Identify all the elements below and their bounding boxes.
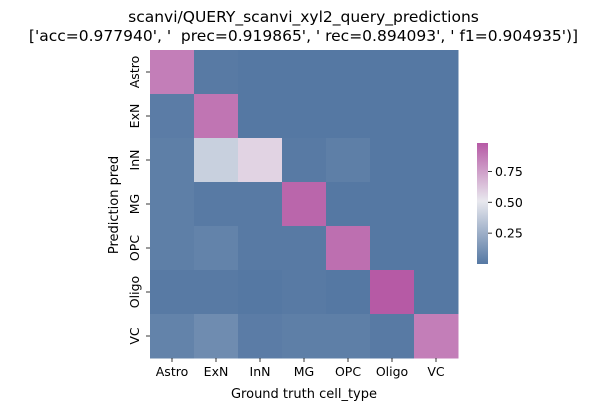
heatmap-cell [238,50,283,95]
heatmap-cells [150,50,459,359]
heatmap-cell [414,314,459,359]
heatmap-cell [150,314,195,359]
heatmap-cell [326,94,371,139]
y-tick-label: Astro [127,56,142,88]
heatmap-cell [150,50,195,95]
heatmap-cell [150,182,195,227]
colorbar-ticks: 0.25 0.50 0.75 [488,164,523,241]
heatmap-cell [150,138,195,183]
y-axis-ticks: Astro ExN InN MG OPC Oligo VC [127,56,150,345]
heatmap-cell [238,138,283,183]
heatmap-cell [326,270,371,315]
x-tick-label: OPC [335,364,361,379]
chart-title: scanvi/QUERY_scanvi_xyl2_query_predictio… [128,8,479,26]
x-tick-label: InN [250,364,271,379]
y-tick-label: OPC [127,235,142,261]
heatmap-cell [370,182,415,227]
heatmap-cell [414,50,459,95]
y-tick-label: MG [127,194,142,214]
x-tick-label: MG [294,364,314,379]
heatmap-cell [414,226,459,271]
heatmap-cell [194,226,239,271]
heatmap-cell [150,270,195,315]
heatmap-cell [326,226,371,271]
heatmap-cell [326,50,371,95]
heatmap-cell [282,94,327,139]
heatmap-cell [370,50,415,95]
y-tick-label: InN [127,150,142,171]
colorbar-tick-label: 0.25 [495,226,523,241]
x-tick-label: Astro [156,364,188,379]
heatmap-cell [194,182,239,227]
heatmap-cell [370,138,415,183]
heatmap-cell [150,94,195,139]
heatmap-cell [282,182,327,227]
colorbar-tick-label: 0.50 [495,195,523,210]
y-axis-label: Prediction pred [107,156,122,254]
heatmap-cell [150,226,195,271]
heatmap-cell [370,314,415,359]
heatmap-cell [194,138,239,183]
heatmap-cell [194,94,239,139]
heatmap-cell [414,138,459,183]
x-tick-label: Oligo [376,364,408,379]
y-tick-label: ExN [127,104,142,129]
colorbar [477,143,488,264]
heatmap-cell [282,226,327,271]
heatmap-cell [370,226,415,271]
heatmap-cell [326,138,371,183]
colorbar-tick-label: 0.75 [495,164,523,179]
heatmap-cell [238,182,283,227]
x-axis-ticks: Astro ExN InN MG OPC Oligo VC [156,358,445,379]
x-axis-label: Ground truth cell_type [231,387,377,402]
heatmap-cell [414,182,459,227]
y-tick-label: Oligo [127,276,142,308]
heatmap-cell [238,314,283,359]
heatmap-cell [326,314,371,359]
heatmap-cell [326,182,371,227]
heatmap-cell [194,314,239,359]
heatmap-cell [282,138,327,183]
heatmap-cell [414,270,459,315]
heatmap-cell [238,226,283,271]
heatmap-cell [194,50,239,95]
heatmap-cell [238,270,283,315]
heatmap-cell [282,50,327,95]
heatmap-cell [282,314,327,359]
heatmap-cell [194,270,239,315]
x-tick-label: VC [427,364,445,379]
heatmap-cell [238,94,283,139]
x-tick-label: ExN [204,364,229,379]
chart-subtitle: ['acc=0.977940', ' prec=0.919865', ' rec… [28,27,579,45]
heatmap-cell [370,94,415,139]
heatmap-cell [282,270,327,315]
heatmap-cell [370,270,415,315]
heatmap-cell [414,94,459,139]
y-tick-label: VC [127,327,142,345]
